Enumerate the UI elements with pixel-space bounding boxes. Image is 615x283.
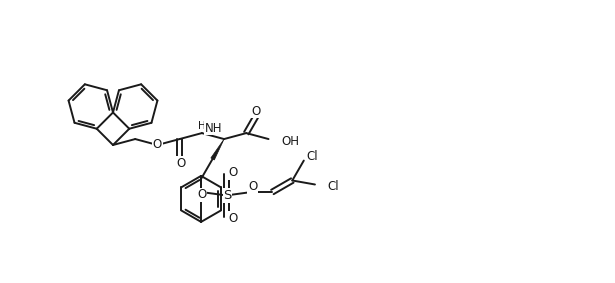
Text: O: O: [153, 138, 162, 151]
Text: OH: OH: [282, 134, 300, 147]
Text: O: O: [251, 105, 260, 118]
Text: O: O: [229, 212, 238, 225]
Text: NH: NH: [205, 122, 223, 135]
Text: O: O: [248, 181, 257, 194]
Text: O: O: [176, 156, 185, 170]
Text: H: H: [198, 121, 206, 131]
Polygon shape: [211, 139, 224, 160]
Text: Cl: Cl: [327, 180, 339, 193]
Text: O: O: [197, 188, 207, 201]
Text: S: S: [223, 189, 232, 202]
Text: O: O: [229, 166, 238, 179]
Text: Cl: Cl: [307, 150, 319, 163]
